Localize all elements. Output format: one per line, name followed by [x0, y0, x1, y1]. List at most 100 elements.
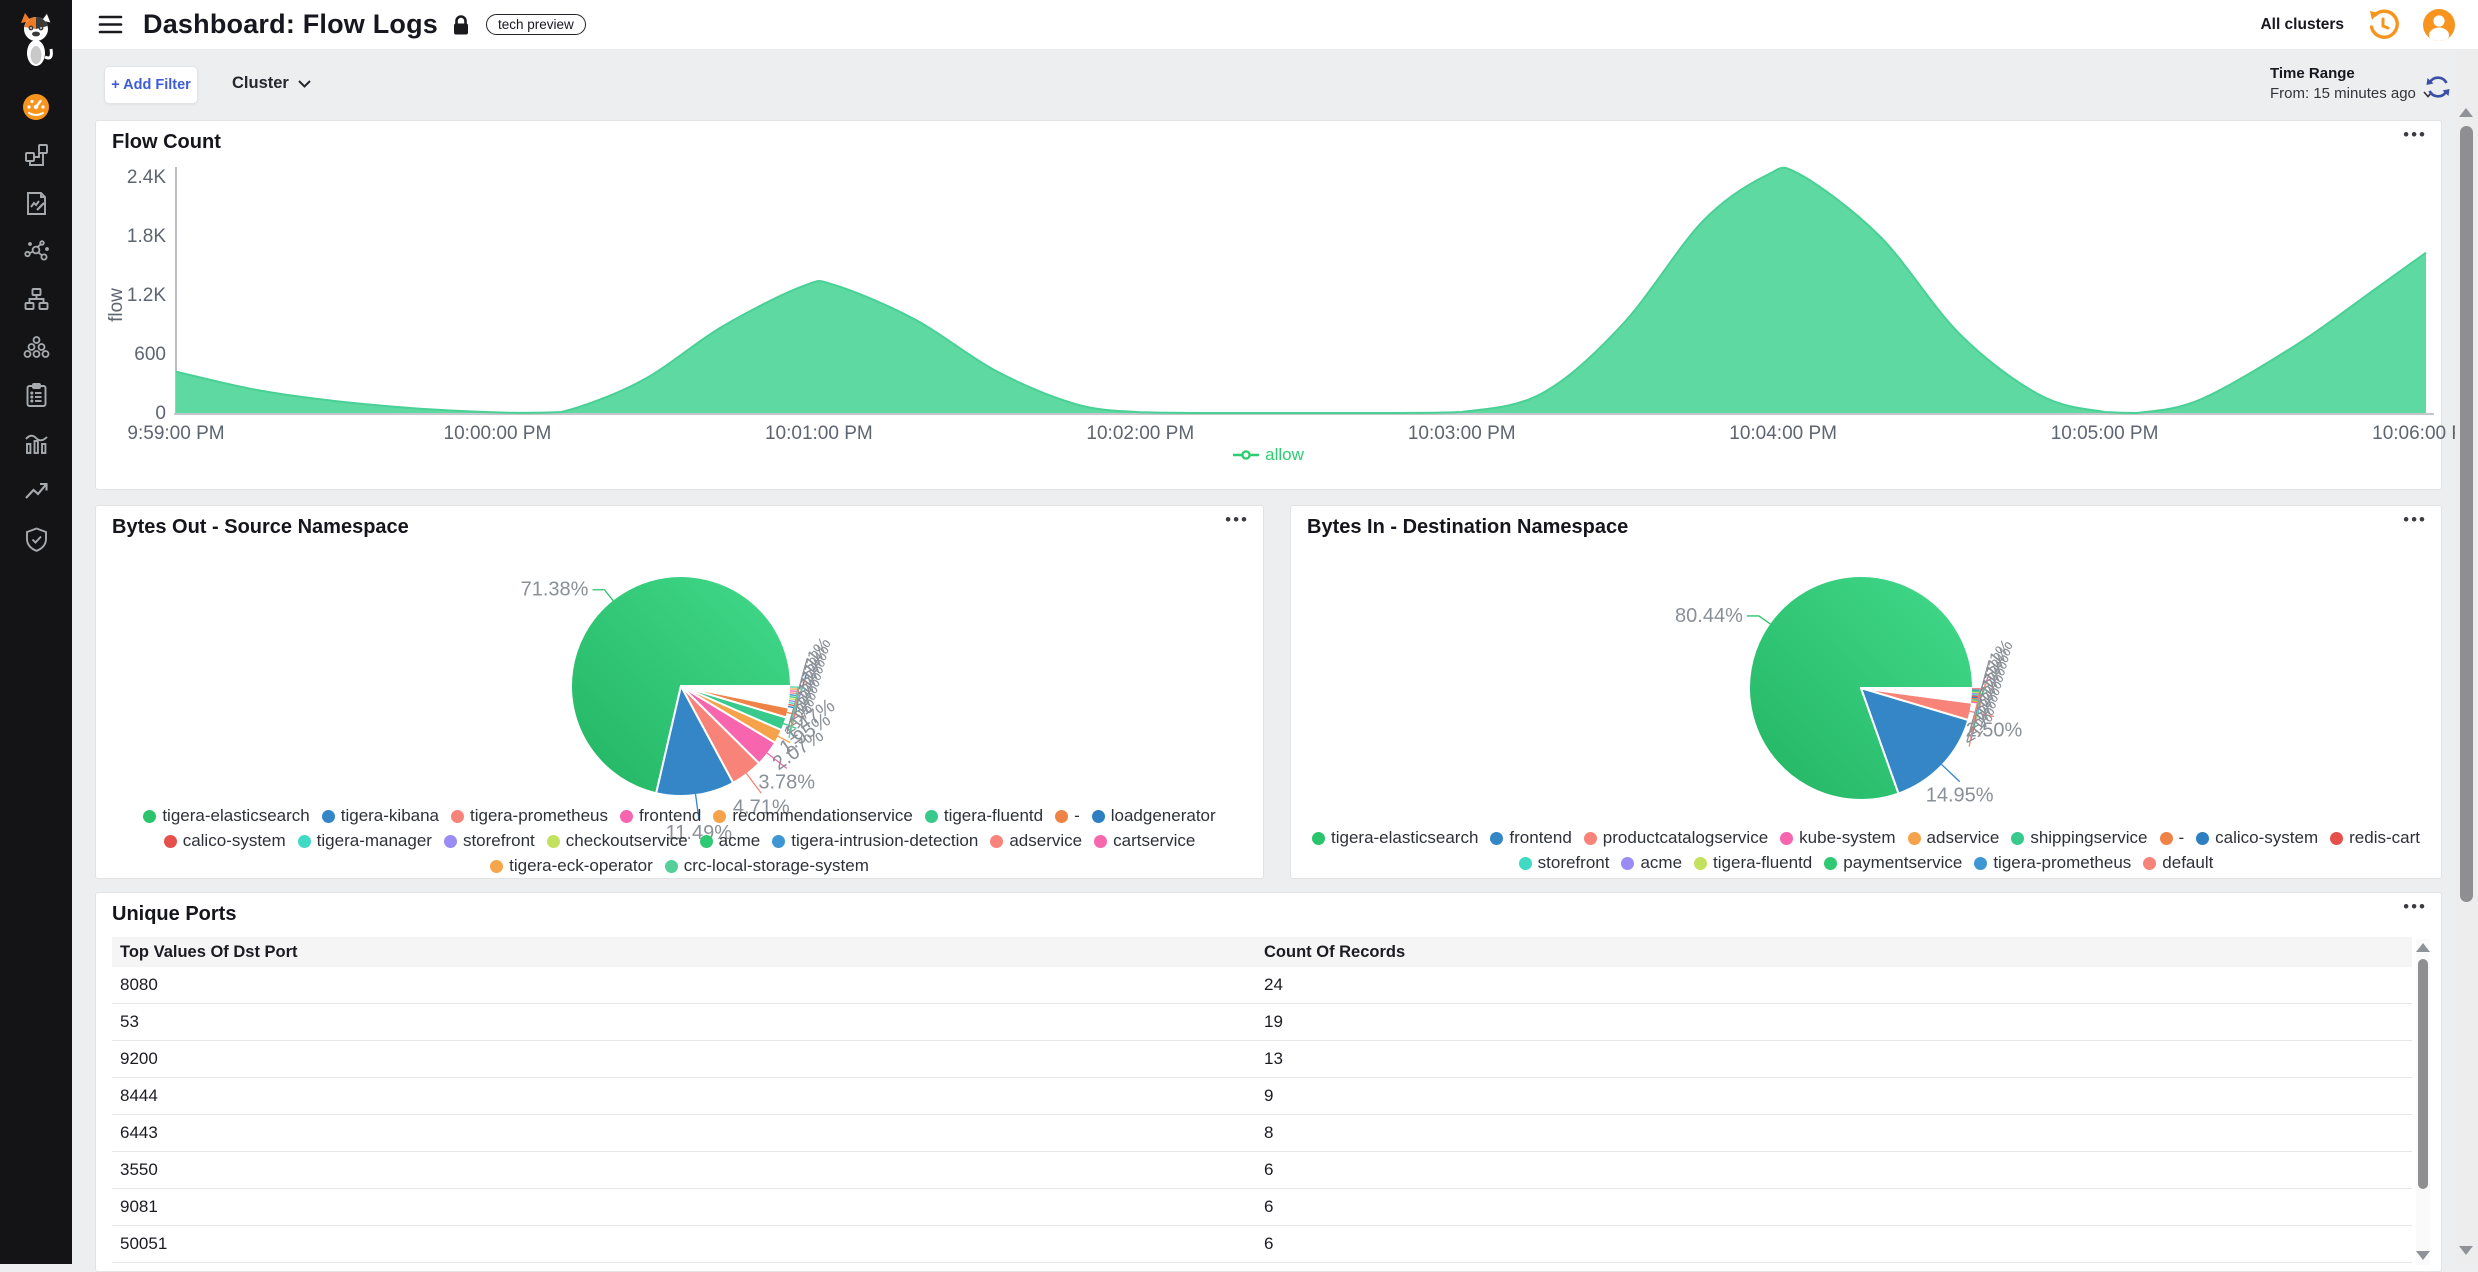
legend-item-tigera-fluentd[interactable]: tigera-fluentd: [1694, 853, 1812, 873]
legend-item-kube-system[interactable]: kube-system: [1780, 828, 1896, 848]
legend-item--[interactable]: -: [2159, 828, 2184, 848]
y-axis-tick: 0: [155, 403, 166, 424]
sidebar-item-network-sitemap[interactable]: [0, 276, 72, 322]
legend-dot: [451, 809, 465, 823]
legend-item-allow[interactable]: allow: [1233, 445, 1304, 465]
calico-cat-logo[interactable]: [0, 8, 72, 70]
more-menu-icon[interactable]: •••: [2403, 125, 2427, 144]
flow-count-area-chart[interactable]: 0 600 1.2K 1.8K 2.4K 9:59:00 PM 10:00:00 PM 10:…: [96, 155, 2478, 465]
more-menu-icon[interactable]: •••: [2403, 510, 2427, 529]
page-scrollbar[interactable]: [2455, 50, 2478, 1264]
legend-item-loadgenerator[interactable]: loadgenerator: [1091, 806, 1216, 826]
add-filter-button[interactable]: + Add Filter: [104, 66, 198, 104]
table-scrollbar-thumb[interactable]: [2418, 959, 2428, 1189]
legend-item-adservice[interactable]: adservice: [990, 831, 1082, 851]
legend-item-storefront[interactable]: storefront: [1518, 853, 1609, 873]
legend-item-tigera-intrusion-detection[interactable]: tigera-intrusion-detection: [772, 831, 978, 851]
legend-item-tigera-elasticsearch[interactable]: tigera-elasticsearch: [1312, 828, 1478, 848]
legend-item-frontend[interactable]: frontend: [1490, 828, 1572, 848]
legend-item-adservice[interactable]: adservice: [1907, 828, 1999, 848]
table-cell: 9200: [120, 1049, 158, 1068]
legend-label: tigera-elasticsearch: [162, 806, 310, 825]
x-axis-tick: 10:01:00 PM: [765, 423, 873, 444]
legend-item-tigera-manager[interactable]: tigera-manager: [297, 831, 432, 851]
time-range-value: From: 15 minutes ago: [2270, 85, 2433, 102]
legend-item--[interactable]: -: [1055, 806, 1080, 826]
legend-label: checkoutservice: [565, 831, 688, 850]
legend-item-tigera-elasticsearch[interactable]: tigera-elasticsearch: [143, 806, 310, 826]
unique-ports-table: Top Values Of Dst Port Count Of Records 80…: [112, 937, 2412, 1263]
service-graph-icon: [24, 143, 48, 166]
legend-item-tigera-prometheus[interactable]: tigera-prometheus: [451, 806, 608, 826]
legend-dot: [699, 834, 713, 848]
scroll-down-arrow[interactable]: [2416, 1251, 2430, 1260]
legend-label: tigera-fluentd: [943, 806, 1044, 825]
area-series-allow[interactable]: [176, 167, 2426, 413]
legend-item-productcatalogservice[interactable]: productcatalogservice: [1583, 828, 1768, 848]
cluster-dropdown[interactable]: Cluster: [232, 74, 311, 93]
sidebar-item-service-graph[interactable]: [0, 132, 72, 178]
table-cell: 6: [1264, 1160, 1274, 1179]
scroll-up-arrow[interactable]: [2459, 108, 2473, 117]
legend-label: shippingservice: [2030, 828, 2148, 847]
legend-item-default[interactable]: default: [2143, 853, 2213, 873]
sidebar-item-dashboard[interactable]: [0, 84, 72, 130]
stats-bars-icon: [24, 434, 48, 454]
legend-item-acme[interactable]: acme: [699, 831, 761, 851]
legend-label: storefront: [462, 831, 535, 850]
legend-item-acme[interactable]: acme: [1621, 853, 1682, 873]
legend-dot: [1091, 809, 1105, 823]
pie-slice-default[interactable]: [1860, 686, 1974, 691]
sidebar-item-statistics[interactable]: [0, 420, 72, 466]
legend-item-checkoutservice[interactable]: checkoutservice: [546, 831, 688, 851]
legend-item-calico-system[interactable]: calico-system: [2196, 828, 2318, 848]
legend-item-frontend[interactable]: frontend: [619, 806, 701, 826]
legend-dot: [1094, 834, 1108, 848]
more-menu-icon[interactable]: •••: [1225, 510, 1249, 529]
table-cell: 6: [1264, 1234, 1274, 1253]
legend-item-tigera-fluentd[interactable]: tigera-fluentd: [924, 806, 1044, 826]
security-shield-icon: [25, 526, 47, 552]
more-menu-icon[interactable]: •••: [2403, 897, 2427, 916]
x-axis-tick: 10:03:00 PM: [1408, 423, 1516, 444]
legend-line-icon: [1233, 450, 1260, 460]
legend-item-cartservice[interactable]: cartservice: [1094, 831, 1195, 851]
lock-icon: [454, 14, 469, 34]
scroll-up-arrow[interactable]: [2416, 943, 2430, 952]
sidebar-item-compliance[interactable]: [0, 372, 72, 418]
history-icon[interactable]: [2366, 8, 2400, 42]
table-row: 8080 24: [112, 967, 2412, 1004]
page-scrollbar-thumb[interactable]: [2460, 126, 2473, 902]
legend-item-shippingservice[interactable]: shippingservice: [2011, 828, 2148, 848]
table-scrollbar[interactable]: [2416, 939, 2430, 1265]
sidebar-item-trends[interactable]: [0, 468, 72, 514]
legend-item-calico-system[interactable]: calico-system: [163, 831, 286, 851]
legend-item-tigera-eck-operator[interactable]: tigera-eck-operator: [490, 856, 653, 876]
legend-item-redis-cart[interactable]: redis-cart: [2330, 828, 2420, 848]
legend-label: kube-system: [1799, 828, 1896, 847]
legend-label: acme: [718, 831, 761, 850]
sidebar-item-security[interactable]: [0, 516, 72, 562]
time-range-selector[interactable]: Time Range From: 15 minutes ago: [2270, 65, 2433, 102]
legend-item-paymentservice[interactable]: paymentservice: [1824, 853, 1962, 873]
sidebar-item-cluster-group[interactable]: [0, 324, 72, 370]
refresh-button[interactable]: [2424, 74, 2452, 102]
sidebar-item-flow-graph[interactable]: [0, 228, 72, 274]
hamburger-menu-icon[interactable]: [98, 14, 123, 35]
legend-item-tigera-kibana[interactable]: tigera-kibana: [321, 806, 439, 826]
legend-dot: [1907, 831, 1921, 845]
sidebar-item-policy-report[interactable]: [0, 180, 72, 226]
table-cell: 13: [1264, 1049, 1283, 1068]
legend-dot: [297, 834, 311, 848]
legend-item-tigera-prometheus[interactable]: tigera-prometheus: [1974, 853, 2131, 873]
bytes-out-pie-chart[interactable]: 71.38%11.49%4.71%3.78%2.07%1.95%1.47%<1%…: [96, 506, 1263, 844]
legend-dot: [1055, 809, 1069, 823]
bytes-in-pie-chart[interactable]: 80.44%14.95%2.50%<1%<1%<1%<1%<1%<1%<1%<1…: [1291, 506, 2441, 828]
legend-item-storefront[interactable]: storefront: [443, 831, 535, 851]
table-cell: 9081: [120, 1197, 158, 1216]
user-avatar-icon[interactable]: [2422, 8, 2456, 42]
legend-dot: [321, 809, 335, 823]
scroll-down-arrow[interactable]: [2459, 1246, 2473, 1255]
legend-item-crc-local-storage-system[interactable]: crc-local-storage-system: [664, 856, 869, 876]
legend-item-recommendationservice[interactable]: recommendationservice: [713, 806, 913, 826]
